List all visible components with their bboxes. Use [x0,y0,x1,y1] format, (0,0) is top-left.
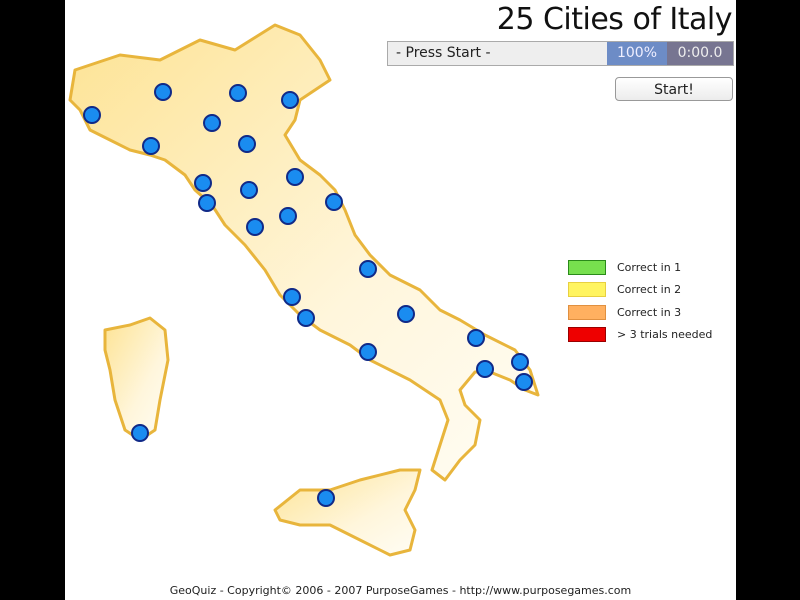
legend-label: Correct in 3 [617,306,682,319]
city-dot[interactable] [397,305,415,323]
city-dot[interactable] [238,135,256,153]
legend-label: Correct in 1 [617,261,682,274]
mainland-italy [68,23,540,482]
city-dot[interactable] [297,309,315,327]
city-dot[interactable] [467,329,485,347]
city-dot[interactable] [203,114,221,132]
legend-swatch [568,260,606,275]
timer: 0:00.0 [667,42,733,65]
legend-swatch [568,327,606,342]
city-dot[interactable] [283,288,301,306]
quiz-title: 25 Cities of Italy [496,2,733,37]
legend-swatch [568,305,606,320]
city-dot[interactable] [142,137,160,155]
city-dot[interactable] [131,424,149,442]
city-dot[interactable] [281,91,299,109]
city-dot[interactable] [246,218,264,236]
city-dot[interactable] [359,343,377,361]
legend-item-correct-2: Correct in 2 [568,282,681,297]
city-dot[interactable] [317,489,335,507]
status-message: - Press Start - [396,45,491,61]
city-dot[interactable] [240,181,258,199]
legend-label: > 3 trials needed [617,328,713,341]
legend-item-more-trials: > 3 trials needed [568,327,712,342]
legend-item-correct-3: Correct in 3 [568,305,681,320]
city-dot[interactable] [511,353,529,371]
city-dot[interactable] [515,373,533,391]
legend-item-correct-1: Correct in 1 [568,260,681,275]
footer-copyright: GeoQuiz - Copyright© 2006 - 2007 Purpose… [169,584,632,597]
legend-swatch [568,282,606,297]
city-dot[interactable] [359,260,377,278]
quiz-panel: 25 Cities of Italy - Press Start - 100% … [65,0,736,600]
city-dot[interactable] [279,207,297,225]
city-dot[interactable] [286,168,304,186]
status-bar: - Press Start - 100% 0:00.0 [387,41,734,66]
city-dot[interactable] [198,194,216,212]
italy-map [68,23,540,557]
score-percent: 100% [607,42,667,65]
legend-label: Correct in 2 [617,283,682,296]
city-dot[interactable] [229,84,247,102]
start-button[interactable]: Start! [615,77,733,101]
city-dot[interactable] [476,360,494,378]
city-dot[interactable] [325,193,343,211]
city-dot[interactable] [83,106,101,124]
sardinia [103,316,170,442]
city-dot[interactable] [194,174,212,192]
city-dot[interactable] [154,83,172,101]
sicily [273,468,422,557]
